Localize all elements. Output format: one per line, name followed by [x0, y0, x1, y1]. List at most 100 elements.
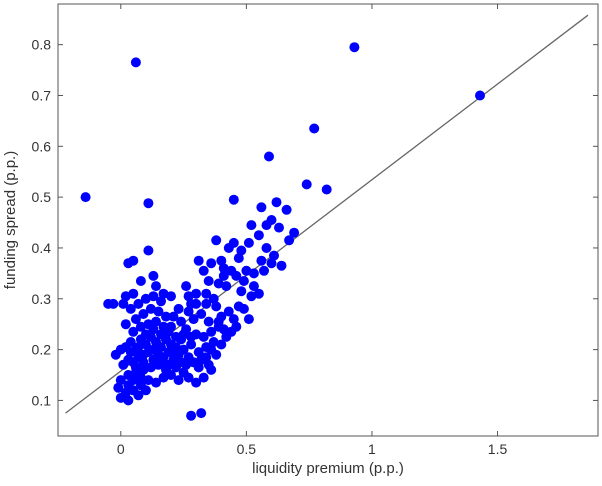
data-point — [148, 270, 159, 281]
data-point — [173, 303, 184, 314]
data-point — [166, 321, 176, 332]
data-point — [173, 375, 184, 386]
data-point — [178, 344, 189, 355]
data-point — [151, 316, 161, 327]
chart-marks — [65, 14, 589, 421]
y-tick-label: 0.8 — [32, 37, 52, 53]
data-point — [284, 235, 295, 246]
y-tick-label: 0.7 — [32, 87, 52, 103]
data-point — [196, 408, 207, 419]
data-point — [208, 293, 219, 304]
y-tick-label: 0.2 — [32, 342, 52, 358]
data-point — [135, 276, 146, 286]
data-point — [246, 220, 257, 231]
data-point — [148, 291, 159, 302]
data-point — [145, 303, 156, 314]
data-point — [183, 306, 194, 317]
data-point — [216, 339, 227, 350]
data-point — [198, 372, 209, 383]
data-point — [206, 364, 217, 375]
data-point — [228, 237, 239, 248]
data-point — [321, 184, 332, 195]
x-tick-label: 1 — [368, 441, 376, 457]
data-point — [138, 357, 149, 368]
data-point — [193, 362, 204, 373]
data-point — [201, 298, 212, 309]
data-point — [153, 306, 164, 317]
data-point — [248, 268, 259, 279]
data-point — [163, 359, 174, 370]
data-point — [233, 253, 244, 264]
data-point — [166, 370, 176, 380]
data-point — [176, 316, 187, 327]
data-point — [186, 331, 197, 342]
data-point — [166, 291, 176, 302]
data-point — [128, 375, 139, 386]
data-point — [168, 311, 179, 322]
data-point — [113, 382, 124, 393]
y-tick-label: 0.3 — [32, 291, 52, 307]
data-point — [246, 291, 257, 302]
x-tick-label: 1.5 — [488, 441, 508, 457]
data-point — [216, 255, 227, 266]
data-point — [193, 347, 204, 358]
data-point — [233, 301, 244, 312]
data-point — [201, 352, 212, 363]
data-point — [226, 326, 237, 337]
axis-ticks: 0 0.5 1 1.5 0.1 0.2 0.3 0.4 0.5 0.6 0.7 0.8 — [32, 4, 598, 457]
data-point — [211, 235, 222, 246]
data-point — [183, 372, 194, 383]
data-point — [188, 314, 199, 325]
y-tick-label: 0.4 — [32, 240, 52, 256]
data-point — [133, 298, 144, 309]
data-point — [158, 372, 169, 383]
data-point — [181, 281, 192, 292]
data-point — [261, 220, 272, 231]
data-point — [198, 331, 209, 342]
data-point — [218, 270, 229, 281]
data-point — [186, 339, 197, 350]
data-point — [206, 326, 217, 337]
data-point — [241, 265, 252, 276]
data-point — [201, 288, 212, 299]
data-point — [171, 349, 181, 360]
data-point — [289, 227, 300, 238]
data-point — [118, 298, 129, 309]
data-point — [130, 57, 141, 68]
data-point — [243, 314, 254, 325]
y-tick-label: 0.5 — [32, 189, 52, 205]
y-axis-label: funding spread (p.p.) — [2, 151, 19, 289]
y-tick-label: 0.6 — [32, 138, 52, 154]
data-point — [163, 347, 174, 358]
data-point — [475, 90, 485, 101]
data-point — [151, 281, 161, 292]
data-point — [133, 342, 144, 353]
data-point — [143, 198, 154, 209]
data-point — [349, 42, 360, 53]
data-point — [243, 237, 254, 248]
data-point — [223, 306, 234, 317]
data-point — [133, 390, 144, 401]
data-point — [256, 202, 267, 213]
data-point — [259, 265, 269, 276]
data-point — [151, 377, 161, 388]
plot-frame — [57, 3, 599, 437]
data-point — [236, 245, 247, 256]
data-point — [158, 321, 169, 332]
data-point — [218, 263, 229, 274]
data-point — [301, 179, 312, 190]
x-tick-label: 0 — [117, 441, 125, 457]
data-point — [266, 258, 277, 269]
data-point — [261, 243, 272, 253]
data-point — [196, 309, 207, 319]
data-point — [198, 265, 209, 276]
data-point — [193, 255, 204, 266]
data-point — [211, 301, 222, 312]
data-point — [110, 349, 121, 360]
data-point — [125, 347, 136, 358]
data-point — [221, 281, 232, 292]
data-point — [253, 230, 264, 241]
data-point — [206, 258, 217, 269]
data-point — [123, 395, 134, 406]
data-point — [130, 362, 141, 373]
